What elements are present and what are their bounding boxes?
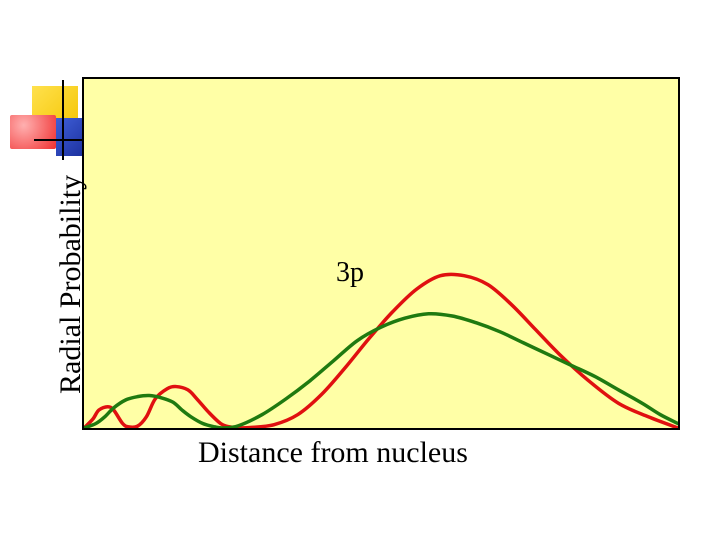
decorative-blue-square xyxy=(56,118,86,156)
x-axis-label: Distance from nucleus xyxy=(198,436,468,469)
chart-svg xyxy=(84,79,678,428)
series-line-red xyxy=(84,272,678,428)
series-line-green xyxy=(84,311,678,428)
decorative-vertical-line xyxy=(62,80,64,160)
decorative-red-square xyxy=(10,115,56,149)
plot-background xyxy=(84,79,678,428)
y-axis-label: Radial Probability xyxy=(54,174,87,394)
plot-area xyxy=(82,77,680,430)
series-label-3p: 3p xyxy=(336,257,364,288)
decorative-horizontal-line xyxy=(34,139,88,141)
